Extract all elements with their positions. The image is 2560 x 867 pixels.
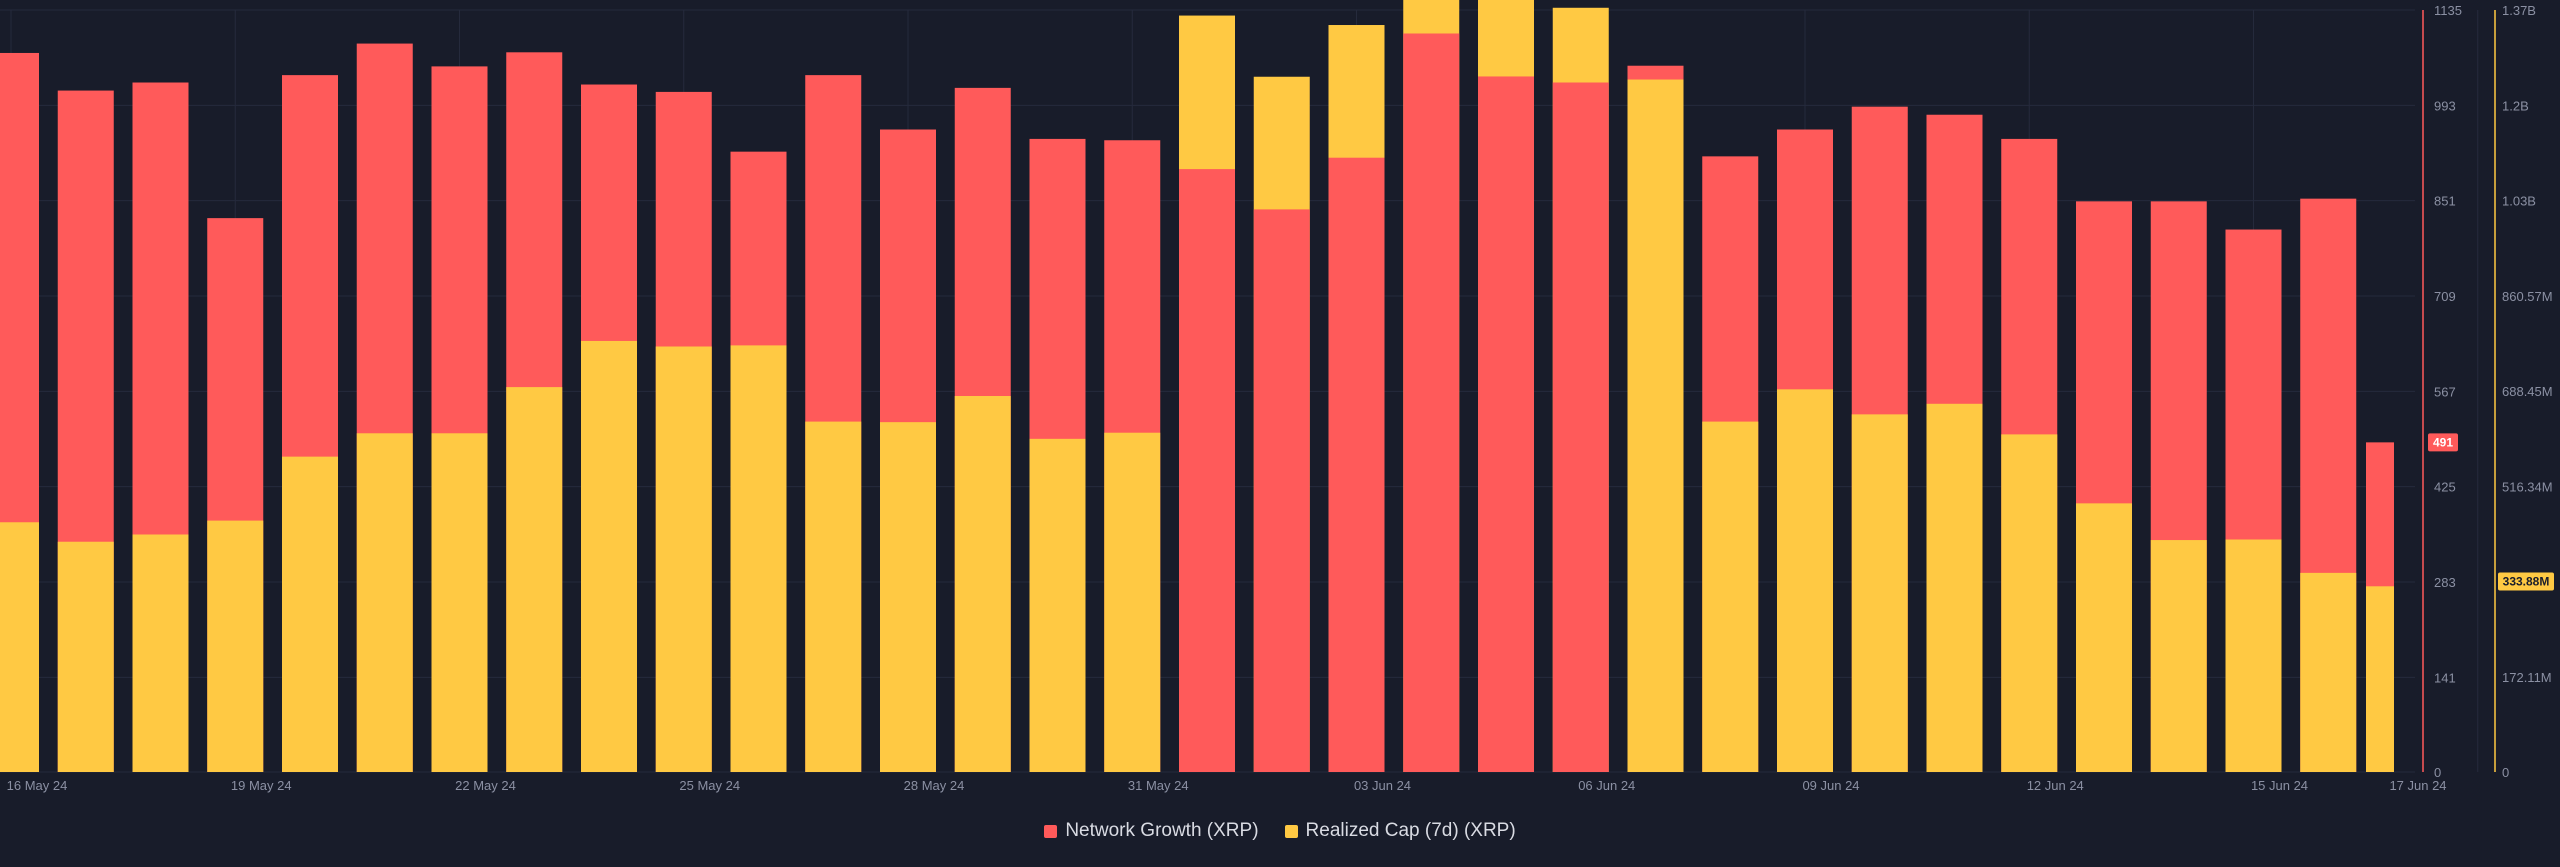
realized-cap-bar[interactable] [2300,572,2357,772]
realized-cap-bar[interactable] [730,345,787,772]
realized-cap-bar[interactable] [880,422,936,772]
realized-cap-bar[interactable] [2076,503,2132,772]
network-growth-swatch [1044,824,1058,838]
network-growth-bar[interactable] [1328,157,1385,772]
x-tick-label: 25 May 24 [679,778,740,793]
bar-marks [0,0,2394,773]
realized-cap-bar[interactable] [431,433,488,772]
realized-cap-bar[interactable] [1926,403,1983,772]
realized-cap-bar[interactable] [954,396,1011,772]
x-tick-label: 31 May 24 [1128,778,1189,793]
right-axis-tick-label: 1.03B [2502,194,2536,209]
right-axis-tick-label: 516.34M [2502,479,2553,494]
left-axis-tick-label: 1135 [2434,3,2462,18]
left-axis: 0 141 283 425 567 709 851 993 1135 491 [2422,3,2462,780]
left-axis-tick-label: 283 [2434,575,2456,590]
realized-cap-bar[interactable] [1851,414,1908,772]
realized-cap-bar[interactable] [1627,79,1684,772]
right-axis-tick-label: 1.2B [2502,98,2529,113]
network-growth-bar[interactable] [1403,33,1460,772]
realized-cap-bar[interactable] [581,340,637,772]
legend-label-realized-cap: Realized Cap (7d) (XRP) [1305,820,1516,841]
x-tick-label: 17 Jun 24 [2389,778,2446,793]
left-axis-tick-label: 993 [2434,98,2456,113]
left-value-badge [2428,433,2458,452]
realized-cap-swatch [1284,824,1298,838]
realized-cap-bar[interactable] [2150,540,2207,772]
left-axis-tick-label: 425 [2434,480,2456,495]
network-growth-bar[interactable] [1478,76,1534,772]
left-value-badge-text: 491 [2433,435,2453,449]
x-tick-label: 22 May 24 [455,778,516,793]
legend-item-network-growth[interactable]: Network Growth (XRP) [1044,820,1259,842]
left-axis-tick-label: 0 [2434,765,2441,780]
realized-cap-bar[interactable] [207,520,264,772]
realized-cap-bar[interactable] [1104,432,1161,772]
realized-cap-bar[interactable] [655,346,712,772]
right-axis-tick-label: 172.11M [2502,670,2552,685]
x-tick-label: 12 Jun 24 [2027,778,2084,793]
realized-cap-bar[interactable] [2366,586,2394,772]
x-tick-label: 19 May 24 [231,778,292,793]
realized-cap-bar[interactable] [1702,421,1759,772]
right-axis-tick-label: 0 [2502,765,2509,780]
realized-cap-bar[interactable] [132,534,189,772]
right-axis-tick-label: 860.57M [2502,289,2553,304]
realized-cap-bar[interactable] [356,433,413,772]
right-axis-tick-label: 1.37B [2502,3,2536,18]
realized-cap-bar[interactable] [282,456,338,772]
right-value-badge [2498,572,2554,591]
right-axis-tick-label: 688.45M [2502,384,2553,399]
stacked-bar-chart: 16 May 24 19 May 24 22 May 24 25 May 24 28 M… [0,0,2554,793]
x-tick-label: 09 Jun 24 [1802,778,1859,793]
right-value-badge-text: 333.88M [2503,575,2550,589]
legend: Network Growth (XRP) Realized Cap (7d) (… [0,820,2560,842]
realized-cap-bar[interactable] [1777,389,1833,772]
x-tick-label: 16 May 24 [7,778,68,793]
realized-cap-bar[interactable] [1029,438,1086,772]
left-axis-tick-label: 567 [2434,384,2456,399]
realized-cap-bar[interactable] [805,421,862,772]
x-tick-label: 03 Jun 24 [1354,778,1411,793]
legend-label-network-growth: Network Growth (XRP) [1065,820,1259,841]
left-axis-tick-label: 851 [2434,194,2456,209]
network-growth-bar[interactable] [1552,82,1609,772]
realized-cap-bar[interactable] [2001,434,2058,772]
realized-cap-bar[interactable] [57,541,114,772]
left-axis-tick-label: 709 [2434,289,2456,304]
realized-cap-bar[interactable] [506,387,563,772]
x-axis-labels: 16 May 24 19 May 24 22 May 24 25 May 24 28 M… [7,778,2447,793]
x-tick-label: 06 Jun 24 [1578,778,1635,793]
x-tick-label: 15 Jun 24 [2251,778,2308,793]
x-tick-label: 28 May 24 [904,778,965,793]
network-growth-bar[interactable] [1179,169,1235,773]
left-axis-tick-label: 141 [2434,670,2456,685]
legend-item-realized-cap[interactable]: Realized Cap (7d) (XRP) [1284,820,1516,842]
right-axis: 0 172.11M 516.34M 688.45M 860.57M 1.03B 1.2B 1.… [2494,3,2554,780]
network-growth-bar[interactable] [1253,209,1310,772]
realized-cap-bar[interactable] [0,522,39,772]
realized-cap-bar[interactable] [2225,539,2282,772]
